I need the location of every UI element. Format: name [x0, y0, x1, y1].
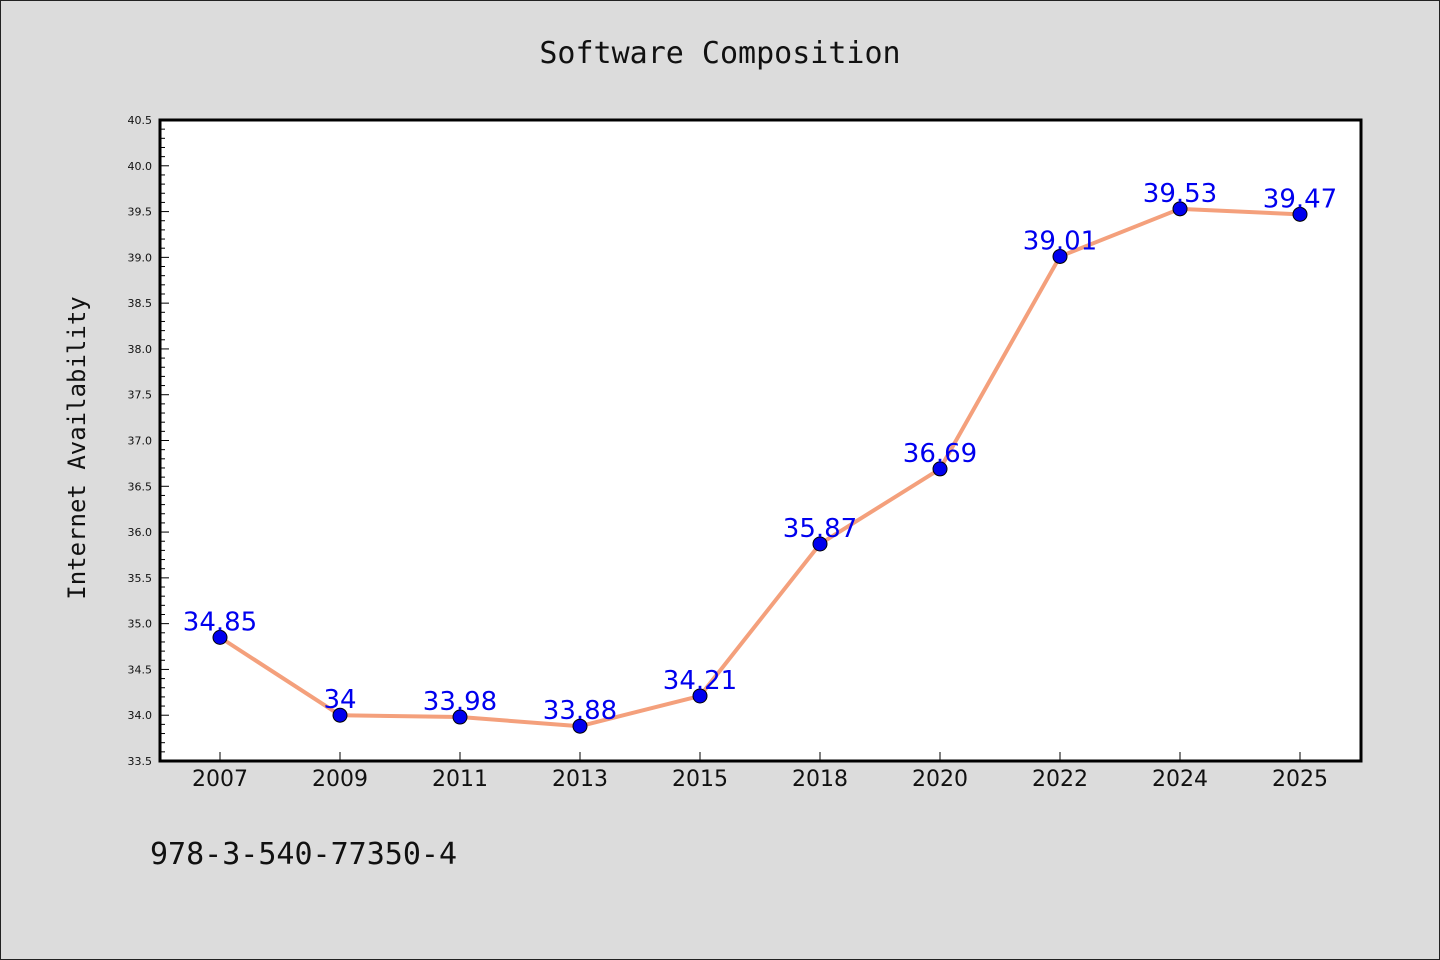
- x-tick-label: 2020: [912, 767, 968, 792]
- data-label: 39.47: [1263, 184, 1337, 214]
- y-tick-label: 38.0: [128, 343, 153, 356]
- data-label: 34.85: [183, 607, 257, 637]
- data-point: [452, 709, 468, 725]
- x-tick-label: 2007: [192, 767, 248, 792]
- footer-code: 978-3-540-77350-4: [150, 837, 457, 872]
- chart-title: Software Composition: [539, 36, 900, 71]
- y-axis-ticks: 33.5 34.0 34.5 35.0 35.5 36.0 36.5 37.0 37.5 38.0…: [128, 114, 169, 768]
- y-tick-label: 39.0: [128, 251, 153, 264]
- series-layer: [212, 201, 1308, 734]
- data-point: [572, 718, 588, 734]
- data-label: 33.98: [423, 687, 497, 717]
- x-axis-ticks: 2007 2009 2011 2013 2015 2018 2020 2022 2024 2025: [192, 752, 1328, 792]
- data-point: [212, 629, 228, 645]
- y-axis-label: Internet Availability: [63, 296, 91, 599]
- y-tick-label: 38.5: [128, 297, 153, 310]
- data-label: 33.88: [543, 696, 617, 726]
- data-label: 36.69: [903, 439, 977, 469]
- y-tick-label: 40.0: [128, 160, 153, 173]
- data-point: [1052, 248, 1068, 264]
- data-label: 39.01: [1023, 226, 1097, 256]
- x-tick-label: 2024: [1152, 767, 1208, 792]
- y-tick-label: 33.5: [128, 755, 153, 768]
- data-label: 39.53: [1143, 179, 1217, 209]
- y-tick-label: 35.0: [128, 618, 153, 631]
- y-tick-label: 39.5: [128, 206, 153, 219]
- x-tick-label: 2009: [312, 767, 368, 792]
- data-point: [932, 461, 948, 477]
- data-label: 34: [323, 685, 356, 715]
- plot-area: [158, 118, 1363, 763]
- x-tick-label: 2018: [792, 767, 848, 792]
- x-tick-label: 2013: [552, 767, 608, 792]
- y-tick-label: 35.5: [128, 572, 153, 585]
- y-tick-label: 34.0: [128, 709, 153, 722]
- data-point: [1172, 201, 1188, 217]
- data-point: [812, 536, 828, 552]
- y-tick-label: 37.0: [128, 435, 153, 448]
- y-tick-label: 40.5: [128, 114, 153, 127]
- y-tick-label: 37.5: [128, 389, 153, 402]
- series-line: [218, 206, 1301, 729]
- y-tick-label: 34.5: [128, 663, 153, 676]
- x-tick-label: 2015: [672, 767, 728, 792]
- data-point: [1292, 206, 1308, 222]
- x-tick-label: 2011: [432, 767, 488, 792]
- data-point: [332, 707, 348, 723]
- data-label: 35.87: [783, 514, 857, 544]
- y-tick-label: 36.5: [128, 480, 153, 493]
- data-label: 34.21: [663, 666, 737, 696]
- x-tick-label: 2022: [1032, 767, 1088, 792]
- data-labels-layer: 34.85 34 33.98 33.88 34.21 35.87 36.69 39.01 39.…: [183, 179, 1337, 726]
- y-tick-label: 36.0: [128, 526, 153, 539]
- data-point: [692, 688, 708, 704]
- x-tick-label: 2025: [1272, 767, 1328, 792]
